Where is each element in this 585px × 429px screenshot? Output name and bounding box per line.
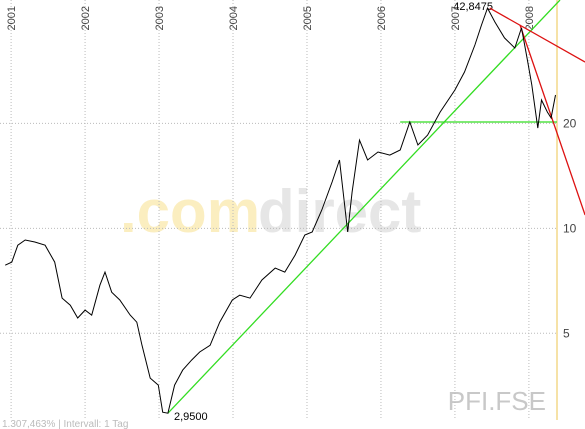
price-line — [4, 6, 556, 414]
x-tick-label: 2003 — [154, 6, 166, 30]
watermark-direct: direct — [258, 178, 421, 245]
min-annotation: 2,9500 — [174, 411, 208, 423]
x-tick-label: 2004 — [228, 6, 240, 30]
x-tick-label: 2007 — [450, 6, 462, 30]
x-tick-label: 2008 — [524, 6, 536, 30]
footer: 1.307,463% | Intervall: 1 Tag — [2, 419, 128, 429]
trendline — [519, 24, 585, 216]
x-tick-label: 2006 — [376, 6, 388, 30]
y-tick-label: 5 — [563, 326, 570, 340]
symbol: PFI.FSE — [448, 386, 546, 416]
y-tick-label: 20 — [563, 116, 577, 130]
y-tick-label: 10 — [563, 221, 577, 235]
x-tick-label: 2005 — [302, 6, 314, 30]
x-tick-label: 2002 — [80, 6, 92, 30]
watermark-com: .com — [120, 178, 260, 245]
x-tick-label: 2001 — [6, 6, 18, 30]
trendline — [167, 0, 561, 414]
trendline — [489, 7, 585, 63]
max-annotation: 42,8475 — [453, 1, 493, 13]
